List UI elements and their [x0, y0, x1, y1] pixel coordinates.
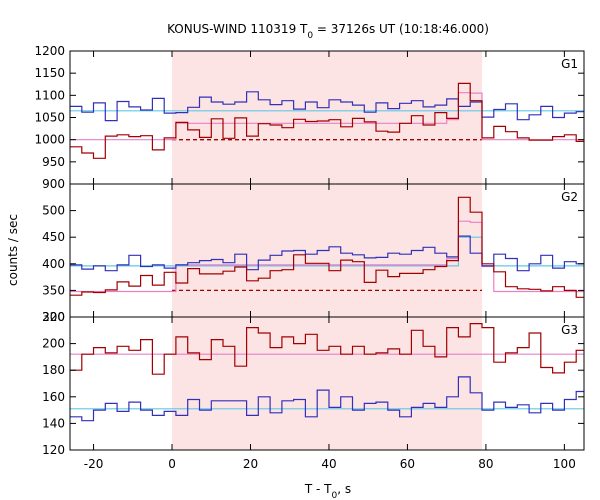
y-tick-label: 400 — [42, 257, 65, 271]
burst-interval-shade — [172, 51, 482, 184]
panel-g1: 900 950 1000 1050 1100 1150 1200 G1 — [34, 44, 585, 191]
y-tick-label: 950 — [42, 155, 65, 169]
y-tick-label: 1000 — [34, 133, 65, 147]
y-tick-label: 500 — [42, 204, 65, 218]
series-red-g3 — [70, 323, 584, 375]
x-tick-label: 100 — [553, 457, 576, 471]
series-red-g2 — [70, 196, 584, 298]
series-pink-g2 — [70, 220, 584, 293]
y-tick-label: 1100 — [34, 88, 65, 102]
y-tick-label: 180 — [42, 363, 65, 377]
x-axis-label: T - T0, s — [304, 482, 351, 500]
series-blue-g1 — [70, 91, 584, 122]
band-label-g2: G2 — [561, 190, 578, 204]
y-tick-label: 1200 — [34, 44, 65, 58]
panels-group: 90095010001050110011501200G1300350400450… — [34, 44, 585, 471]
x-tick-label: 40 — [321, 457, 336, 471]
y-tick-label: 200 — [42, 337, 65, 351]
y-tick-label: 1150 — [34, 66, 65, 80]
band-label-g1: G1 — [561, 57, 578, 71]
y-tick-label: 900 — [42, 177, 65, 191]
series-blue-g2 — [70, 235, 584, 272]
x-tick-label: 60 — [400, 457, 415, 471]
x-tick-label: -20 — [84, 457, 104, 471]
chart-title: KONUS-WIND 110319 T0 = 37126s UT (10:18:… — [167, 22, 489, 41]
y-tick-label: 220 — [42, 310, 65, 324]
series-pink-g1 — [70, 92, 584, 141]
y-tick-label: 1050 — [34, 111, 65, 125]
y-tick-label: 120 — [42, 443, 65, 457]
y-tick-label: 350 — [42, 283, 65, 297]
x-tick-label: 0 — [168, 457, 176, 471]
band-label-g3: G3 — [561, 323, 578, 337]
y-tick-label: 160 — [42, 390, 65, 404]
y-tick-label: 300 — [42, 310, 65, 324]
y-tick-label: 450 — [42, 230, 65, 244]
x-tick-label: 80 — [478, 457, 493, 471]
series-red-g1 — [70, 82, 584, 159]
y-axis-label: counts / sec — [6, 214, 20, 286]
y-tick-label: 140 — [42, 416, 65, 430]
panel-g2: 300 350 400 450 500 G2 — [42, 183, 585, 324]
panel-g3: 120 140 160 180 200 220 G3 — [42, 310, 585, 457]
burst-interval-shade — [172, 317, 482, 450]
panel-frame — [69, 316, 585, 451]
x-tick-label: 20 — [243, 457, 258, 471]
series-blue-g3 — [70, 376, 584, 422]
